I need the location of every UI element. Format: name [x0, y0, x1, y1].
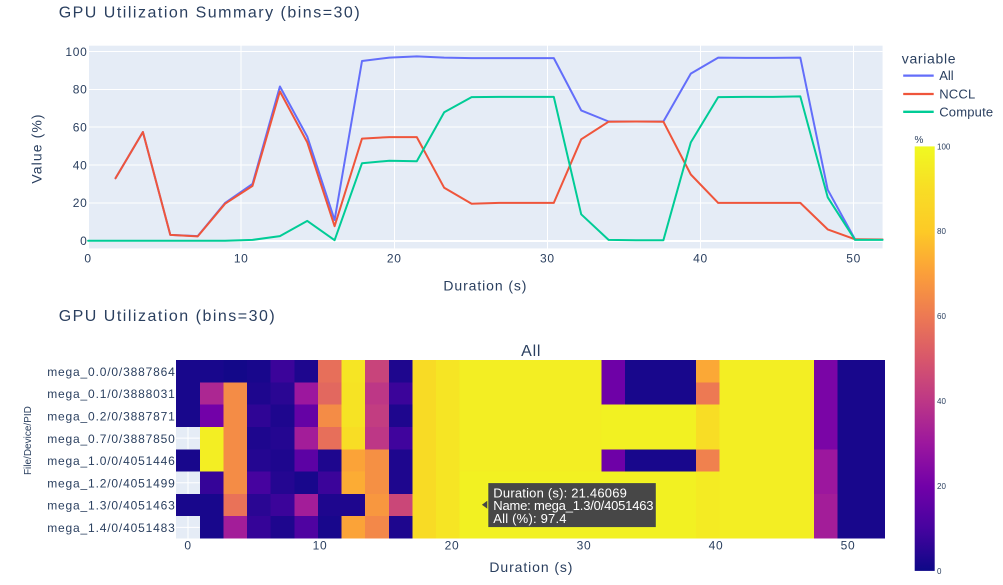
svg-text:30: 30 [577, 539, 592, 553]
svg-text:Compute: Compute [939, 104, 993, 119]
svg-text:All (%): 97.4: All (%): 97.4 [493, 511, 566, 526]
svg-text:GPU Utilization Summary (bins=: GPU Utilization Summary (bins=30) [59, 5, 361, 22]
svg-text:20: 20 [73, 196, 88, 210]
svg-text:mega_0.1/0/3888031: mega_0.1/0/3888031 [47, 387, 175, 401]
svg-text:NCCL: NCCL [939, 87, 975, 102]
svg-text:mega_0.7/0/3887850: mega_0.7/0/3887850 [47, 432, 175, 446]
svg-text:80: 80 [937, 227, 946, 236]
svg-text:mega_1.0/0/4051446: mega_1.0/0/4051446 [47, 454, 175, 468]
svg-text:10: 10 [234, 251, 249, 265]
svg-text:30: 30 [540, 251, 555, 265]
svg-text:40: 40 [73, 158, 88, 172]
svg-text:variable: variable [902, 51, 956, 67]
svg-text:20: 20 [937, 482, 946, 491]
svg-text:mega_1.3/0/4051463: mega_1.3/0/4051463 [47, 499, 175, 513]
svg-text:100: 100 [937, 142, 951, 151]
svg-text:Duration (s): Duration (s) [489, 559, 573, 575]
svg-text:mega_0.0/0/3887864: mega_0.0/0/3887864 [47, 365, 175, 379]
svg-text:mega_0.2/0/3887871: mega_0.2/0/3887871 [47, 410, 175, 424]
svg-text:All: All [521, 343, 541, 360]
svg-text:50: 50 [846, 251, 861, 265]
svg-text:60: 60 [937, 312, 946, 321]
svg-text:40: 40 [937, 397, 946, 406]
svg-text:Duration (s): Duration (s) [443, 278, 527, 294]
svg-text:40: 40 [709, 539, 724, 553]
svg-text:10: 10 [313, 539, 328, 553]
svg-text:50: 50 [841, 539, 856, 553]
svg-text:40: 40 [693, 251, 708, 265]
svg-text:GPU Utilization (bins=30): GPU Utilization (bins=30) [59, 308, 277, 325]
svg-text:mega_1.4/0/4051483: mega_1.4/0/4051483 [47, 521, 175, 535]
svg-text:Duration (s): 21.46069: Duration (s): 21.46069 [493, 485, 627, 500]
svg-text:Name: mega_1.3/0/4051463: Name: mega_1.3/0/4051463 [493, 498, 653, 513]
svg-text:mega_1.2/0/4051499: mega_1.2/0/4051499 [47, 476, 175, 490]
svg-text:0: 0 [80, 234, 87, 248]
svg-text:%: % [915, 135, 924, 146]
svg-text:100: 100 [65, 45, 87, 59]
svg-text:0: 0 [184, 539, 191, 553]
svg-text:File/Device/PID: File/Device/PID [23, 406, 34, 475]
svg-text:20: 20 [387, 251, 402, 265]
svg-text:20: 20 [445, 539, 460, 553]
svg-text:0: 0 [937, 567, 942, 576]
svg-text:60: 60 [73, 121, 88, 135]
svg-text:All: All [939, 68, 954, 83]
svg-text:0: 0 [84, 251, 91, 265]
svg-text:Value (%): Value (%) [29, 113, 45, 183]
svg-text:80: 80 [73, 83, 88, 97]
